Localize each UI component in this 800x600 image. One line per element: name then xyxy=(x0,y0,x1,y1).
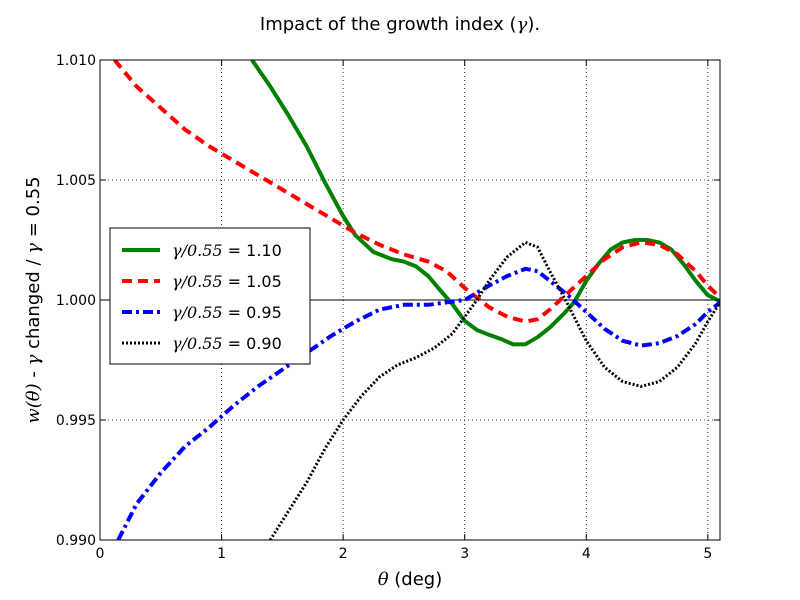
x-tick-label: 5 xyxy=(703,546,712,562)
chart-title: Impact of the growth index (γ). xyxy=(260,14,540,35)
y-axis-label-part: - xyxy=(23,365,44,383)
y-tick-label: 1.000 xyxy=(56,293,96,309)
y-axis-label-part: w(θ) xyxy=(23,383,44,423)
legend-label-math: γ/0.55 xyxy=(172,334,223,353)
legend-label-value: = 0.90 xyxy=(223,334,282,353)
x-axis-label-part: θ xyxy=(378,569,389,590)
legend-label-value: = 1.10 xyxy=(223,241,282,260)
y-axis-label-part: γ xyxy=(23,243,44,254)
y-tick-label: 1.005 xyxy=(56,173,96,189)
legend-label-4: γ/0.55 = 0.90 xyxy=(172,334,282,353)
chart-title-part: ). xyxy=(527,14,540,35)
x-tick-label: 3 xyxy=(460,546,469,562)
chart-title-part: γ xyxy=(517,14,528,35)
legend-label-math: γ/0.55 xyxy=(172,272,223,291)
legend-label-value: = 1.05 xyxy=(223,272,282,291)
x-axis-label-part: (deg) xyxy=(389,569,443,590)
series-line-4 xyxy=(268,240,720,540)
x-axis: 0 1 2 3 4 5 xyxy=(96,60,712,562)
chart-title-part: Impact of the growth index ( xyxy=(260,14,517,35)
series-line-2 xyxy=(113,60,720,324)
y-axis-label: w(θ) - γ changed / γ = 0.55 xyxy=(23,176,44,423)
legend-label-2: γ/0.55 = 1.05 xyxy=(172,272,282,291)
legend: γ/0.55 = 1.10γ/0.55 = 1.05γ/0.55 = 0.95γ… xyxy=(109,227,311,365)
legend-label-3: γ/0.55 = 0.95 xyxy=(172,303,282,322)
y-tick-label: 0.990 xyxy=(56,533,96,549)
x-axis-label: θ (deg) xyxy=(378,569,443,590)
x-tick-label: 4 xyxy=(582,546,591,562)
legend-label-value: = 0.95 xyxy=(223,303,282,322)
y-axis: 0.990 0.995 1.000 1.005 1.010 xyxy=(56,53,720,549)
y-axis-label-part: γ xyxy=(23,354,44,365)
legend-label-math: γ/0.55 xyxy=(172,303,223,322)
x-tick-label: 0 xyxy=(96,546,105,562)
y-tick-label: 1.010 xyxy=(56,53,96,69)
series-line-1 xyxy=(250,60,720,347)
y-tick-label: 0.995 xyxy=(56,413,96,429)
legend-label-math: γ/0.55 xyxy=(172,241,223,260)
series-layer xyxy=(113,60,720,540)
legend-label-1: γ/0.55 = 1.10 xyxy=(172,241,282,260)
series-line-3 xyxy=(116,266,720,540)
x-tick-label: 2 xyxy=(339,546,348,562)
y-axis-label-part: changed / xyxy=(23,254,44,355)
y-axis-label-part: = 0.55 xyxy=(23,176,44,243)
x-tick-label: 1 xyxy=(217,546,226,562)
